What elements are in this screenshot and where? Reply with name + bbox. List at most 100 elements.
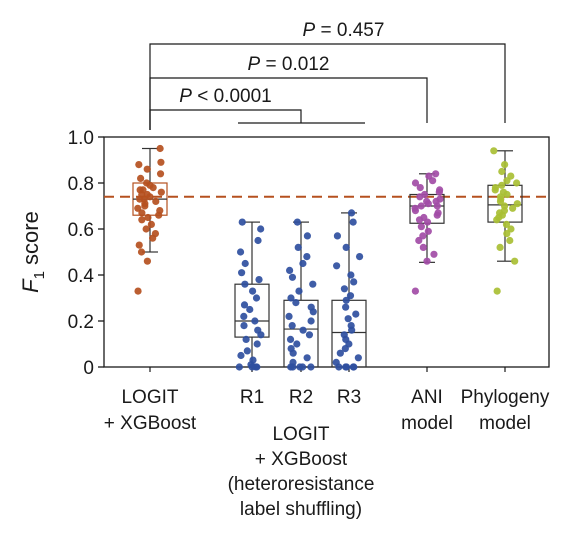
data-point [288, 273, 297, 281]
data-point [498, 167, 506, 176]
data-point [293, 218, 301, 226]
data-point [352, 310, 360, 318]
data-point [342, 303, 350, 311]
data-point [490, 147, 498, 155]
data-point [342, 243, 350, 251]
data-point [416, 193, 424, 201]
data-point [347, 209, 356, 217]
significance-brackets: P < 0.0001 P = 0.012 P = 0.457 [149, 20, 506, 130]
data-point [137, 174, 145, 182]
data-point [305, 331, 314, 339]
data-point [496, 243, 504, 251]
data-point [309, 308, 317, 316]
data-point [240, 301, 249, 309]
data-point [340, 285, 349, 293]
data-point [143, 257, 152, 265]
data-point [503, 177, 511, 185]
data-point [303, 232, 312, 240]
data-point [286, 266, 294, 274]
data-point [333, 262, 341, 270]
data-point [143, 165, 151, 173]
data-point [303, 253, 311, 261]
data-point [493, 216, 501, 224]
data-point [511, 257, 519, 265]
data-point [433, 211, 441, 219]
data-point [246, 305, 254, 314]
data-point [491, 186, 499, 194]
plot-frame [103, 136, 550, 368]
data-point [298, 363, 307, 371]
data-point [293, 340, 301, 348]
data-point [252, 294, 261, 302]
data-point [335, 363, 343, 371]
data-point [423, 218, 432, 226]
data-point [513, 200, 521, 208]
data-point [307, 317, 315, 325]
data-point [299, 259, 307, 268]
data-point [137, 248, 146, 256]
data-point [254, 236, 262, 245]
data-point [344, 315, 352, 323]
x-category-label: R3 [337, 387, 361, 408]
data-point [241, 259, 249, 268]
data-point [152, 197, 160, 205]
data-point [342, 363, 351, 371]
data-point [287, 363, 295, 371]
data-point [289, 349, 297, 357]
data-point [157, 158, 165, 166]
data-point [503, 190, 511, 199]
x-category-label: R2 [289, 387, 313, 408]
comparison-bracket [149, 43, 506, 130]
p-value-label: P = 0.012 [248, 54, 330, 75]
data-point [498, 181, 506, 189]
data-point [240, 322, 248, 330]
data-point [149, 234, 157, 242]
data-point [424, 227, 432, 235]
y-tick-label: 0.2 [68, 312, 94, 333]
data-point [156, 144, 164, 153]
data-point [135, 161, 143, 169]
x-category-label: R1 [240, 387, 264, 408]
data-point [423, 257, 431, 265]
data-point [287, 294, 295, 302]
y-axis-label: F1 score [18, 211, 48, 293]
data-point [253, 340, 261, 348]
data-point [292, 299, 300, 307]
x-category-label: + XGBoost [104, 413, 197, 434]
data-point [496, 197, 505, 205]
p-value-label: P = 0.457 [303, 20, 385, 41]
data-point [243, 347, 251, 355]
data-point [248, 287, 257, 295]
data-point [149, 184, 157, 192]
data-point [432, 170, 440, 178]
data-point [347, 271, 355, 279]
data-point [493, 287, 501, 295]
y-tick-label: 0.8 [68, 174, 94, 195]
data-point [295, 287, 303, 295]
data-point [342, 296, 350, 304]
data-points [134, 144, 521, 371]
data-point [502, 220, 511, 228]
data-point [135, 241, 143, 249]
data-point [144, 213, 152, 222]
y-tick-label: 1.0 [68, 128, 94, 149]
box [234, 283, 270, 338]
data-point [513, 179, 521, 187]
x-category-label: Phylogeny [461, 387, 550, 408]
data-point [430, 250, 438, 258]
data-point [350, 278, 358, 286]
data-point [415, 216, 424, 224]
data-point [155, 211, 163, 219]
p-value-label: P < 0.0001 [179, 86, 271, 107]
y-tick-label: 0 [83, 358, 94, 379]
data-point [134, 204, 142, 212]
comparison-bracket [149, 109, 302, 130]
x-category-label: model [479, 413, 531, 434]
data-point [309, 280, 317, 288]
data-point [503, 230, 511, 238]
data-point [501, 161, 509, 169]
shared-group-label: LOGIT [272, 424, 329, 445]
data-point [255, 276, 263, 284]
data-point [146, 193, 154, 201]
